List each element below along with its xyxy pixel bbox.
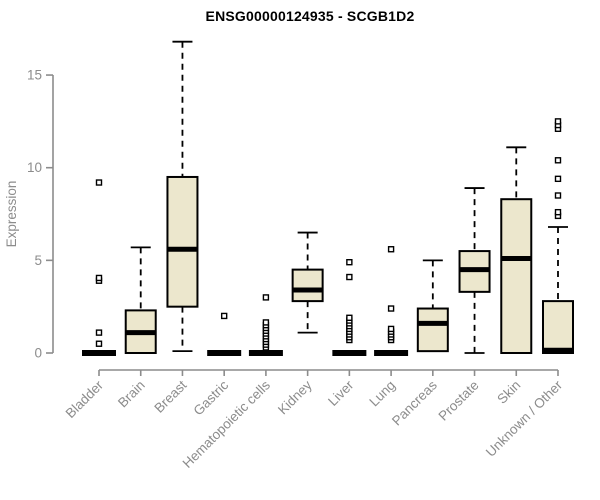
median-line	[248, 350, 283, 356]
median-line	[207, 350, 242, 356]
outlier-point	[554, 175, 562, 183]
box-unknown-other	[541, 118, 574, 354]
box-pancreas	[416, 259, 449, 353]
x-tick-label: Brain	[115, 378, 148, 411]
box-lung	[374, 246, 409, 356]
outlier-point	[95, 329, 103, 336]
box-breast	[166, 40, 199, 353]
median-line	[374, 350, 409, 356]
outlier-point	[346, 273, 353, 281]
x-tick-label: Kidney	[275, 377, 315, 417]
box-brain	[124, 246, 157, 355]
box-gastric	[207, 312, 242, 356]
x-tick-label: Liver	[325, 377, 357, 409]
y-axis: 0 5 10 15 Expression	[4, 68, 54, 361]
box-hematopoietic-cells	[248, 294, 283, 356]
x-tick-label: Prostate	[436, 378, 482, 424]
box-prostate	[458, 187, 491, 354]
outlier-point	[387, 246, 395, 253]
outlier-point	[554, 192, 562, 199]
outlier-point	[95, 179, 103, 186]
x-tick-label: Unknown / Other	[483, 377, 566, 460]
iqr-box	[500, 198, 533, 354]
x-tick-label: Gastric	[190, 377, 231, 418]
chart-title: ENSG00000124935 - SCGB1D2	[205, 8, 415, 24]
median-line	[332, 350, 367, 356]
y-tick-label: 5	[34, 253, 42, 268]
iqr-box	[541, 300, 574, 354]
y-tick-label: 0	[34, 346, 42, 361]
outlier-point	[346, 259, 353, 266]
iqr-box	[166, 175, 199, 308]
outlier-point	[554, 118, 562, 125]
y-axis-title: Expression	[4, 181, 19, 248]
box-bladder	[82, 179, 116, 356]
outlier-point	[95, 340, 103, 347]
box-skin	[500, 146, 533, 354]
outlier-point	[387, 305, 395, 312]
outlier-point	[554, 208, 562, 216]
outlier-point	[554, 157, 562, 164]
x-tick-label: Pancreas	[389, 377, 440, 428]
outlier-point	[220, 312, 228, 320]
outlier-point	[387, 325, 395, 333]
outlier-point	[346, 314, 353, 321]
x-tick-label: Skin	[494, 378, 523, 407]
y-tick-label: 10	[27, 160, 42, 175]
iqr-box	[291, 268, 324, 303]
outlier-point	[262, 319, 270, 326]
box-liver	[332, 259, 367, 356]
x-tick-label: Breast	[151, 377, 189, 415]
x-tick-label: Bladder	[63, 377, 107, 421]
y-tick-label: 15	[27, 68, 42, 83]
median-line	[82, 350, 116, 356]
outlier-point	[95, 274, 103, 282]
iqr-box	[416, 307, 449, 353]
outlier-point	[262, 294, 270, 301]
box-kidney	[291, 231, 324, 334]
x-tick-label: Lung	[366, 378, 398, 410]
